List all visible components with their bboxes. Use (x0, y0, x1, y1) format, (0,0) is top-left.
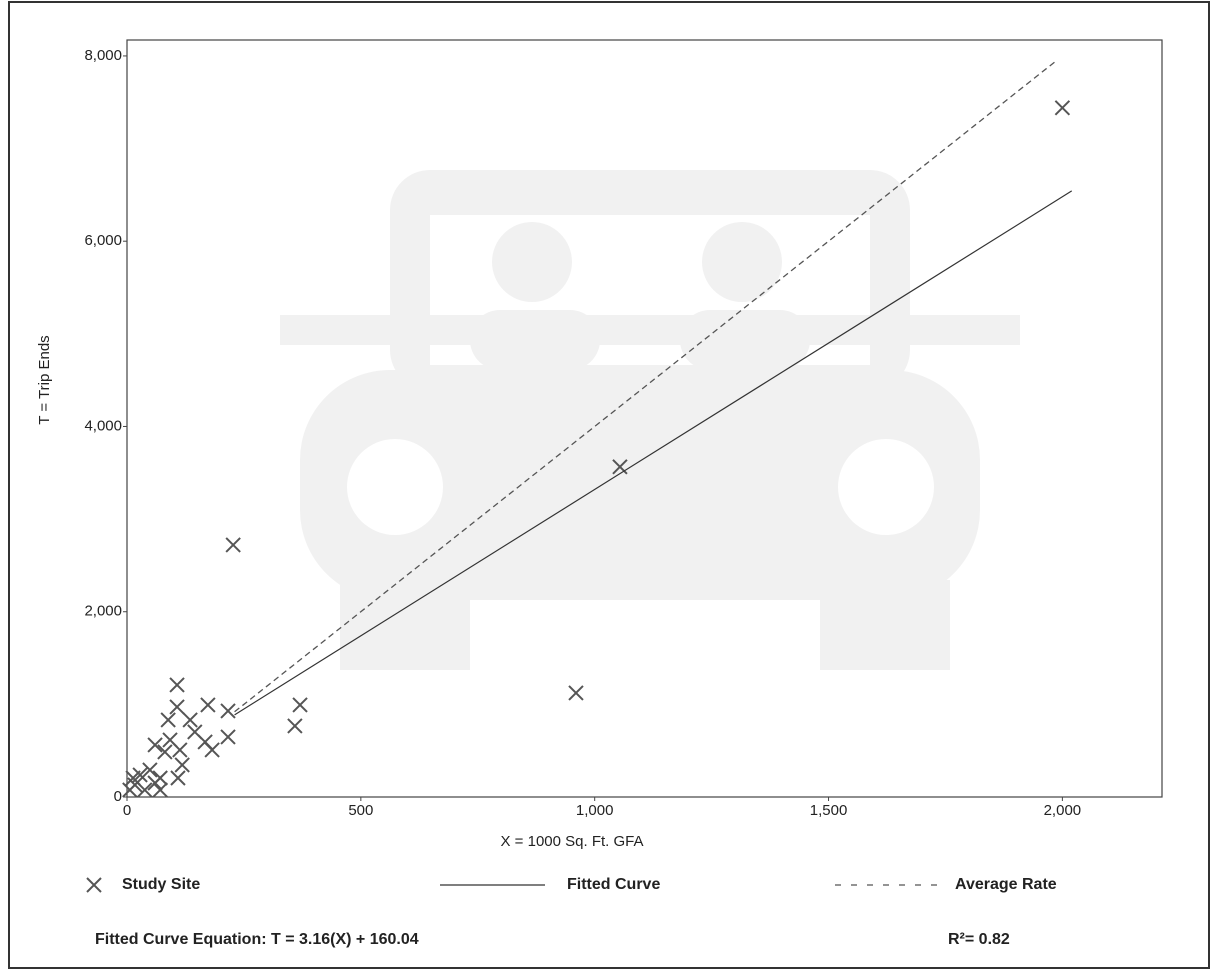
plot-frame (126, 39, 1163, 798)
line-solid (234, 190, 1073, 716)
watermark (280, 170, 1020, 670)
study-site-point (287, 718, 303, 734)
x-tick-label: 0 (123, 802, 131, 819)
study-site-point (147, 737, 163, 753)
y-tick-label: 2,000 (84, 603, 122, 620)
study-site-point (220, 729, 236, 745)
study-site-point (292, 697, 308, 713)
right-wheel (820, 580, 950, 670)
car-body (300, 370, 980, 600)
x-tick-label: 1,000 (576, 802, 614, 819)
left-light (347, 439, 443, 535)
study-site-point (612, 459, 628, 475)
passenger-head (702, 222, 782, 302)
driver-head (492, 222, 572, 302)
study-site-point (169, 677, 185, 693)
y-axis-title: T = Trip Ends (36, 335, 53, 424)
study-site-point (147, 775, 163, 791)
study-site-point (220, 703, 236, 719)
study-site-point (160, 712, 176, 728)
study-site-point (200, 697, 216, 713)
study-site-point (169, 699, 185, 715)
study-site-point (187, 724, 203, 740)
x-axis-title: X = 1000 Sq. Ft. GFA (501, 833, 644, 850)
y-tick-label: 4,000 (84, 417, 122, 434)
study-site-point (182, 712, 198, 728)
right-light (838, 439, 934, 535)
x-tick-label: 2,000 (1044, 802, 1082, 819)
study-site-point (157, 744, 173, 760)
legend-label: Fitted Curve (567, 876, 660, 893)
study-site-point (225, 537, 241, 553)
study-site-point (137, 782, 153, 798)
y-tick-label: 0 (114, 788, 122, 805)
r-squared: R²= 0.82 (948, 931, 1010, 948)
study-site-point (174, 757, 190, 773)
car-mirrors (280, 315, 1020, 345)
y-tick-label: 8,000 (84, 47, 122, 64)
study-site-point (127, 777, 143, 793)
left-wheel (340, 580, 470, 670)
x-tick-label: 1,500 (810, 802, 848, 819)
equation: Fitted Curve Equation: T = 3.16(X) + 160… (95, 931, 419, 948)
line-dashed (234, 60, 1056, 713)
study-site-point (172, 742, 188, 758)
study-site-point (142, 762, 158, 778)
study-site-point (568, 685, 584, 701)
study-site-point (152, 782, 168, 798)
study-site-point (170, 770, 186, 786)
legend-label: Average Rate (955, 876, 1057, 893)
legend-label: Study Site (122, 876, 200, 893)
x-tick-label: 500 (348, 802, 373, 819)
legend-marker (86, 877, 102, 893)
study-site-point (1054, 100, 1071, 116)
y-tick-label: 6,000 (84, 232, 122, 249)
